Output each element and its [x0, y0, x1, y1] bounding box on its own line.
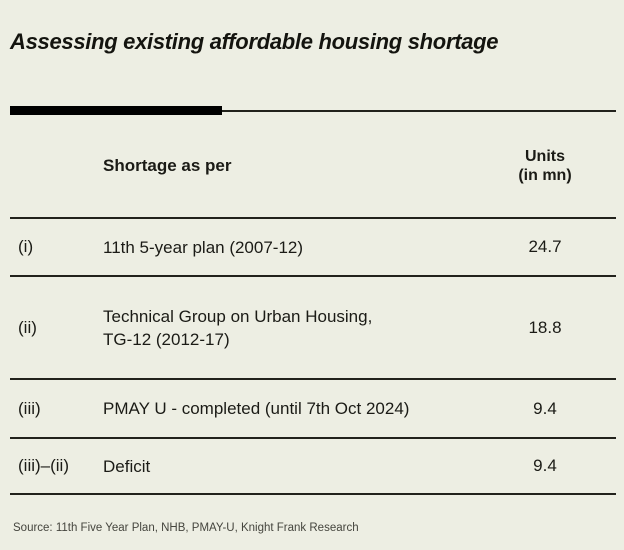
row-index: (iii)–(ii) — [18, 456, 69, 475]
row-label: Deficit — [103, 456, 151, 476]
row-index: (iii) — [18, 398, 41, 418]
row-value: 9.4 — [533, 398, 557, 418]
row-value: 18.8 — [528, 317, 562, 337]
header-units: Units (in mn) — [518, 148, 572, 184]
table-row: (iii) PMAY U - completed (until 7th Oct … — [10, 378, 616, 437]
row-value: 9.4 — [533, 456, 557, 475]
table-row: (iii)–(ii) Deficit 9.4 — [10, 437, 616, 495]
row-index: (ii) — [18, 317, 37, 337]
source-note: Source: 11th Five Year Plan, NHB, PMAY-U… — [13, 522, 359, 534]
rule-line — [222, 109, 616, 112]
table-header-row: Shortage as per Units (in mn) — [10, 115, 616, 217]
shortage-table: Shortage as per Units (in mn) (i) 11th 5… — [10, 115, 616, 495]
row-label: Technical Group on Urban Housing, TG-12 … — [103, 306, 373, 349]
table-row: (i) 11th 5-year plan (2007-12) 24.7 — [10, 217, 616, 275]
row-label: PMAY U - completed (until 7th Oct 2024) — [103, 399, 410, 418]
table-row: (ii) Technical Group on Urban Housing, T… — [10, 275, 616, 378]
accent-rule — [10, 106, 616, 115]
accent-bar — [10, 106, 222, 115]
row-label: 11th 5-year plan (2007-12) — [103, 237, 304, 257]
header-shortage-as-per: Shortage as per — [103, 156, 232, 175]
figure-title: Assessing existing affordable housing sh… — [10, 29, 499, 54]
row-value: 24.7 — [528, 237, 562, 256]
row-index: (i) — [18, 237, 34, 256]
